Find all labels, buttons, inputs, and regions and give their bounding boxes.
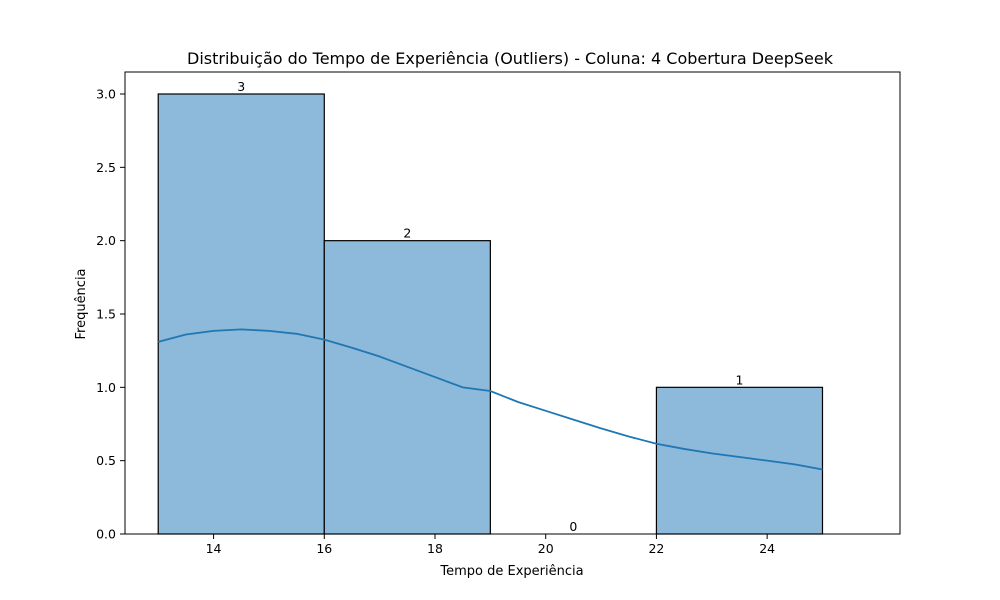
- y-tick-label: 2.0: [96, 233, 116, 248]
- bars-group: [157, 93, 824, 535]
- bar-labels-group: 3 2 0 1: [237, 79, 743, 534]
- x-tick-label: 16: [316, 541, 332, 556]
- y-tick-label: 3.0: [96, 87, 116, 102]
- x-tick-label: 18: [427, 541, 443, 556]
- plot-frame: [124, 71, 901, 535]
- x-axis: 14 16 18 20 22 24: [206, 534, 775, 556]
- histogram-bar: [157, 93, 325, 535]
- kde-curve: [157, 328, 823, 471]
- x-tick-label: 24: [759, 541, 775, 556]
- y-tick-label: 1.5: [96, 307, 116, 322]
- y-tick-label: 0.5: [96, 453, 116, 468]
- y-tick-label: 1.0: [96, 380, 116, 395]
- x-axis-label: Tempo de Experiência: [439, 564, 583, 579]
- y-axis: 0.0 0.5 1.0 1.5 2.0 2.5 3.0: [96, 87, 125, 542]
- x-tick-label: 22: [648, 541, 664, 556]
- bar-value-label: 2: [403, 226, 411, 241]
- chart-title: Distribuição do Tempo de Experiência (Ou…: [187, 49, 834, 68]
- bar-value-label: 0: [569, 519, 577, 534]
- x-tick-label: 20: [538, 541, 554, 556]
- y-axis-label: Frequência: [74, 268, 89, 339]
- histogram-bar: [655, 386, 824, 535]
- bar-value-label: 1: [735, 372, 743, 387]
- y-tick-label: 0.0: [96, 527, 116, 542]
- bar-value-label: 3: [237, 79, 245, 94]
- y-tick-label: 2.5: [96, 160, 116, 175]
- x-tick-label: 14: [206, 541, 222, 556]
